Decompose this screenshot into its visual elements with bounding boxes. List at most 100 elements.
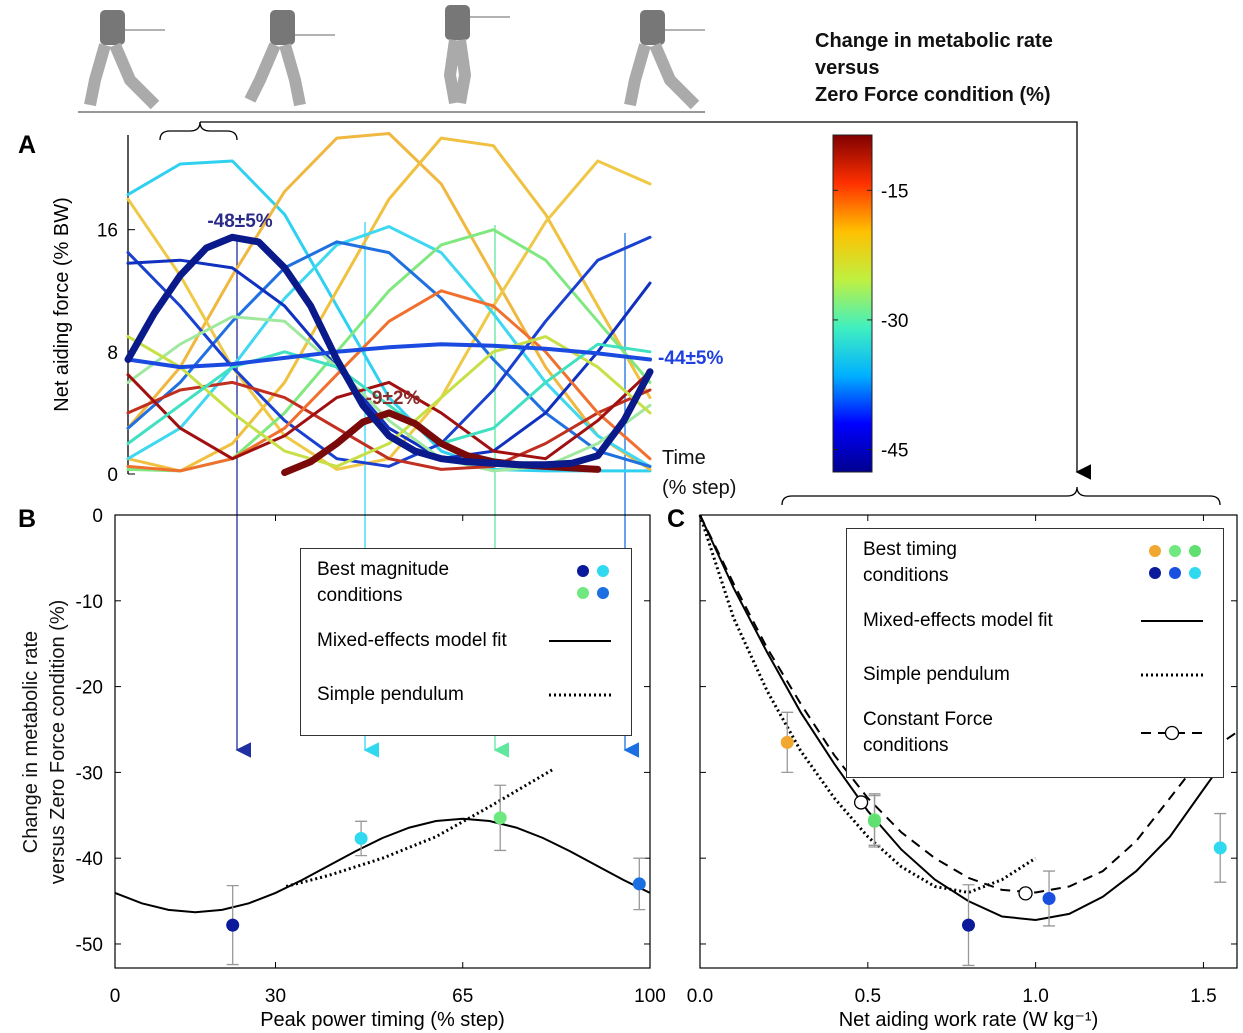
force-curve <box>124 233 654 469</box>
legend-entry: Mixed-effects model fit <box>317 619 615 663</box>
x-axis-label: Time (% step) <box>662 447 737 499</box>
force-curve <box>126 335 652 468</box>
legend-dot <box>1149 567 1161 579</box>
force-curve <box>126 159 652 471</box>
open-marker <box>1018 886 1033 901</box>
fit-line <box>114 817 651 914</box>
x-tick-label: 0.0 <box>687 986 713 1007</box>
legend-entry: Mixed-effects model fit <box>863 599 1207 643</box>
legend-dot <box>597 587 609 599</box>
y-axis-label: Net aiding force (% BW) <box>51 197 73 412</box>
colorbar-tick-label: -15 <box>881 181 908 202</box>
legend-entry: Best magnitude conditions <box>317 557 615 609</box>
force-curve <box>126 289 652 473</box>
legend-swatch <box>1141 673 1203 677</box>
y-axis-label: Change in metabolic rate versus Zero For… <box>20 599 69 884</box>
legend-label: Best timing conditions <box>863 539 957 586</box>
x-tick-label: 1.0 <box>1022 986 1048 1007</box>
panel-label: B <box>18 505 36 533</box>
colorbar <box>832 134 873 473</box>
force-curve <box>126 370 652 461</box>
y-tick-label: 8 <box>107 343 118 364</box>
x-tick-label: 65 <box>452 986 473 1007</box>
legend-swatch <box>577 565 609 599</box>
legend-entry: Simple pendulum <box>317 673 615 717</box>
panel-label: C <box>667 505 685 533</box>
plot-frame <box>699 514 1238 969</box>
annotation: -48±5% <box>207 211 272 232</box>
fit-line <box>698 514 1037 895</box>
force-curve <box>126 380 652 471</box>
data-point <box>632 877 646 891</box>
legend-label: Mixed-effects model fit <box>317 630 507 651</box>
legend-label: Simple pendulum <box>863 664 1010 685</box>
legend-swatch <box>1149 545 1201 579</box>
plot-frame <box>114 514 651 969</box>
x-tick-label: 1.5 <box>1190 986 1216 1007</box>
connector <box>159 121 1221 506</box>
colorbar-tick-label: -45 <box>881 441 908 462</box>
annotation: -44±5% <box>658 348 723 369</box>
x-axis-label: Peak power timing (% step) <box>260 1009 505 1031</box>
y-tick-label: -50 <box>76 935 103 956</box>
legend: Best magnitude conditions Mixed-effects m… <box>300 548 632 736</box>
annotation: -9±2% <box>366 388 421 409</box>
y-tick-label: -10 <box>76 592 103 613</box>
data-point <box>354 831 368 845</box>
legend-swatch <box>549 693 611 697</box>
y-tick-label: -30 <box>76 763 103 784</box>
data-point <box>1213 841 1227 855</box>
legend-dot <box>1189 567 1201 579</box>
legend-label: Mixed-effects model fit <box>863 610 1053 631</box>
legend-label: Constant Force conditions <box>863 709 993 756</box>
force-curve <box>126 240 652 468</box>
force-curve <box>126 136 652 473</box>
y-tick-label: 0 <box>92 506 103 527</box>
y-tick-label: -20 <box>76 678 103 699</box>
legend-label: Simple pendulum <box>317 684 464 705</box>
colorbar-title: Change in metabolic rate versus Zero For… <box>815 30 1053 106</box>
y-tick-label: 0 <box>107 465 118 486</box>
y-tick-label: -40 <box>76 849 103 870</box>
force-curve <box>126 258 652 461</box>
legend-swatch <box>1141 725 1203 741</box>
x-axis-label: Net aiding work rate (W kg⁻¹) <box>839 1009 1099 1031</box>
data-point <box>868 814 882 828</box>
data-point <box>962 918 975 932</box>
force-curve <box>126 159 652 473</box>
legend-swatch <box>549 640 611 642</box>
panel-label: A <box>18 131 36 159</box>
force-curve <box>126 235 652 468</box>
legend-dot <box>1149 545 1161 557</box>
legend-entry: Best timing conditions <box>863 537 1207 589</box>
y-tick-label: 16 <box>97 221 118 242</box>
x-tick-label: 0.5 <box>855 986 881 1007</box>
force-curve <box>126 225 652 468</box>
x-tick-label: 30 <box>265 986 286 1007</box>
legend-marker <box>1164 725 1180 741</box>
legend-entry: Simple pendulum <box>863 653 1207 697</box>
force-curve <box>126 342 652 445</box>
legend-dot <box>1189 545 1201 557</box>
legend: Best timing conditions Mixed-effects mode… <box>846 528 1224 778</box>
x-tick-label: 0 <box>110 986 121 1007</box>
legend-dot <box>1169 545 1181 557</box>
x-tick-label: 100 <box>634 986 666 1007</box>
data-point <box>1042 892 1056 906</box>
fit-line <box>699 514 1238 894</box>
legend-dot <box>577 565 589 577</box>
legend-dot <box>577 587 589 599</box>
open-marker <box>853 795 869 810</box>
legend-label: Best magnitude conditions <box>317 559 450 606</box>
force-curve <box>126 315 652 473</box>
force-curve <box>126 342 652 370</box>
legend-dot <box>597 565 609 577</box>
legend-swatch <box>1141 620 1203 622</box>
colorbar-tick-label: -30 <box>881 311 908 332</box>
legend-dot <box>1169 567 1181 579</box>
data-point <box>226 918 240 932</box>
force-curve <box>126 132 652 471</box>
data-point <box>493 811 507 825</box>
